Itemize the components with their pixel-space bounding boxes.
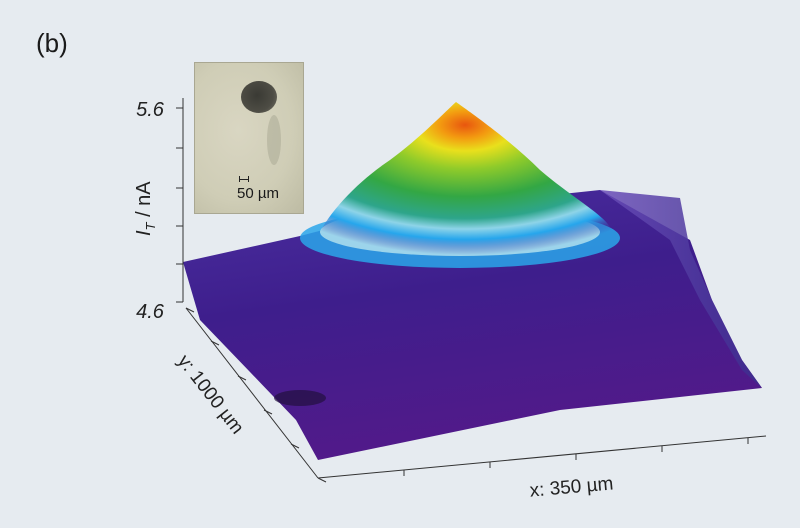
particle-shadow [267,115,281,165]
x-axis-label: x: 350 µm [529,473,614,501]
z-axis-label-unit: / nA [133,181,155,223]
z-tick-bottom: 4.6 [136,301,165,323]
z-axis-label-main: I [133,230,155,236]
z-axis-label: IT / nA [133,181,158,236]
y-axis-label: y: 1000 µm [173,351,248,438]
z-axis [176,98,184,303]
scale-bar [239,176,249,182]
panel-label: (b) [36,28,68,58]
x-axis [317,435,767,479]
particle-image [241,81,277,113]
surface-dip [274,390,326,406]
inset-micrograph: 50 µm [194,62,304,214]
surface-base [183,190,762,460]
scale-bar-label: 50 µm [237,185,279,202]
surface-peak [318,102,612,256]
surface-right-edge [600,190,762,388]
z-tick-top: 5.6 [136,99,165,121]
y-axis [185,307,327,483]
z-axis-label-sub: T [143,221,158,230]
